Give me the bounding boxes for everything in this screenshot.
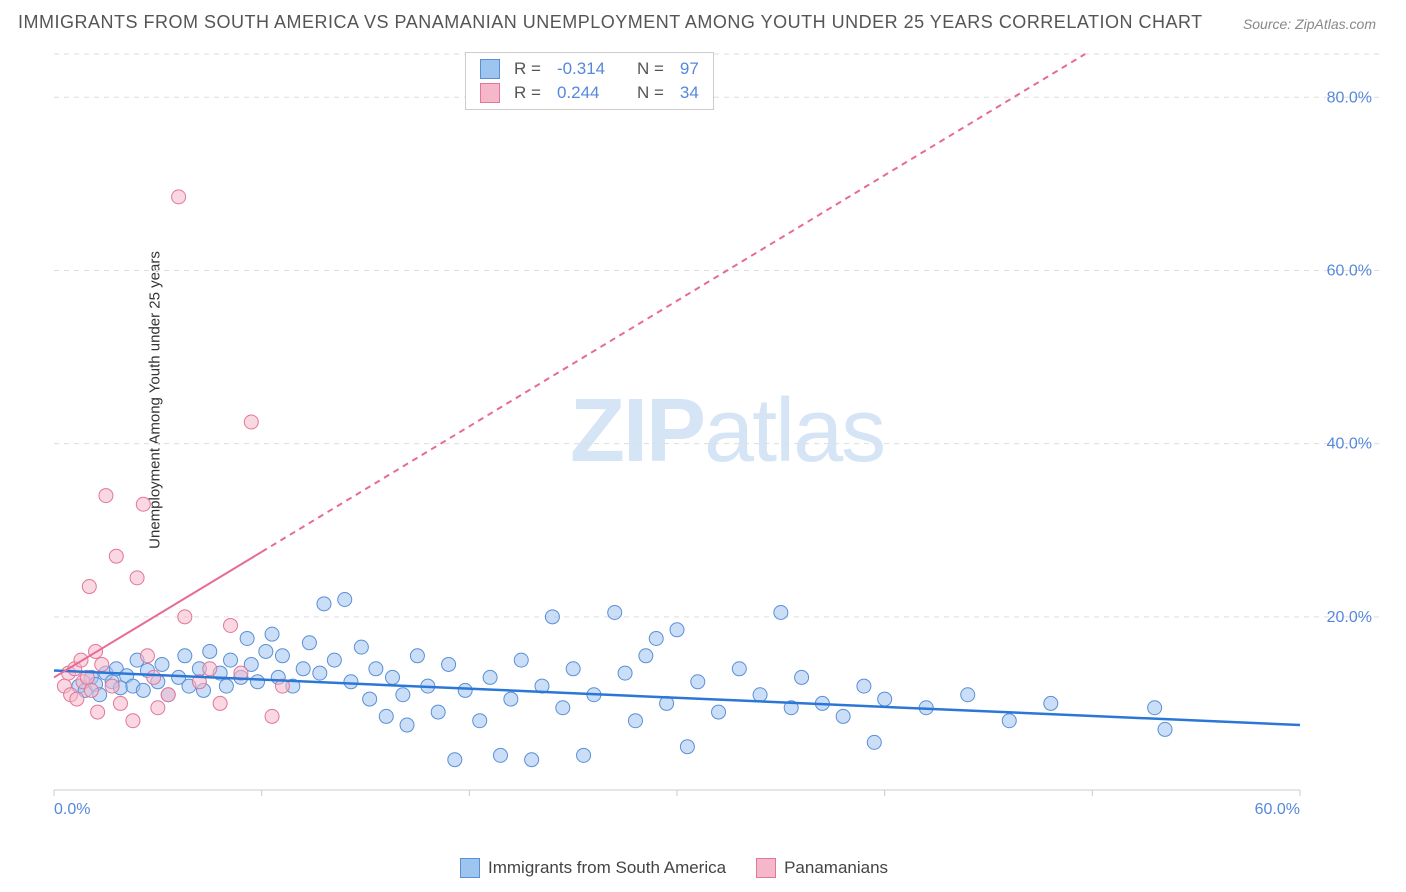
legend-item: Immigrants from South America: [460, 858, 726, 878]
legend-row: R = -0.314 N = 97: [480, 57, 699, 81]
svg-text:0.0%: 0.0%: [54, 801, 90, 818]
r-value: -0.314: [557, 59, 613, 79]
n-label: N =: [637, 83, 664, 103]
svg-text:80.0%: 80.0%: [1327, 89, 1372, 106]
svg-text:20.0%: 20.0%: [1327, 609, 1372, 626]
r-label: R =: [514, 59, 541, 79]
chart-title: IMMIGRANTS FROM SOUTH AMERICA VS PANAMAN…: [18, 12, 1203, 33]
svg-text:40.0%: 40.0%: [1327, 436, 1372, 453]
correlation-legend: R = -0.314 N = 97 R = 0.244 N = 34: [465, 52, 714, 110]
n-value: 97: [680, 59, 699, 79]
scatter-plot: 20.0% 40.0% 60.0% 80.0% 0.0% 60.0%: [50, 50, 1380, 820]
legend-label: Panamanians: [784, 858, 888, 878]
n-value: 34: [680, 83, 699, 103]
legend-swatch-icon: [480, 83, 500, 103]
legend-label: Immigrants from South America: [488, 858, 726, 878]
series-legend: Immigrants from South America Panamanian…: [460, 858, 888, 878]
n-label: N =: [637, 59, 664, 79]
r-value: 0.244: [557, 83, 613, 103]
legend-swatch-icon: [460, 858, 480, 878]
legend-swatch-icon: [480, 59, 500, 79]
r-label: R =: [514, 83, 541, 103]
svg-text:60.0%: 60.0%: [1327, 262, 1372, 279]
legend-row: R = 0.244 N = 34: [480, 81, 699, 105]
legend-swatch-icon: [756, 858, 776, 878]
source-attribution: Source: ZipAtlas.com: [1243, 16, 1376, 32]
legend-item: Panamanians: [756, 858, 888, 878]
svg-text:60.0%: 60.0%: [1255, 801, 1300, 818]
